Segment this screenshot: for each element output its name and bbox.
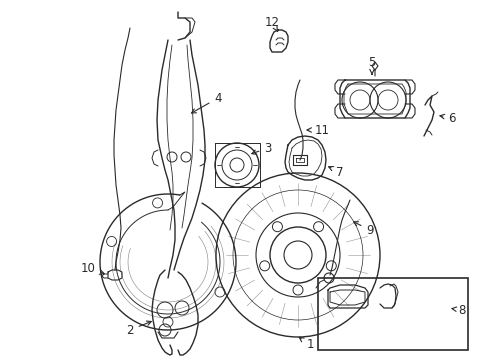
Text: 5: 5 [367, 55, 375, 74]
Text: 3: 3 [251, 141, 271, 154]
Text: 2: 2 [126, 321, 151, 337]
Text: 12: 12 [264, 15, 279, 31]
Text: 9: 9 [353, 222, 373, 237]
Bar [317, 278, 467, 350]
Text: 4: 4 [191, 91, 221, 113]
Text: 6: 6 [439, 112, 455, 125]
Text: 8: 8 [451, 303, 465, 316]
Text: 10: 10 [81, 261, 104, 275]
Text: 7: 7 [328, 166, 343, 179]
Text: 11: 11 [306, 123, 329, 136]
Text: 1: 1 [299, 337, 313, 351]
